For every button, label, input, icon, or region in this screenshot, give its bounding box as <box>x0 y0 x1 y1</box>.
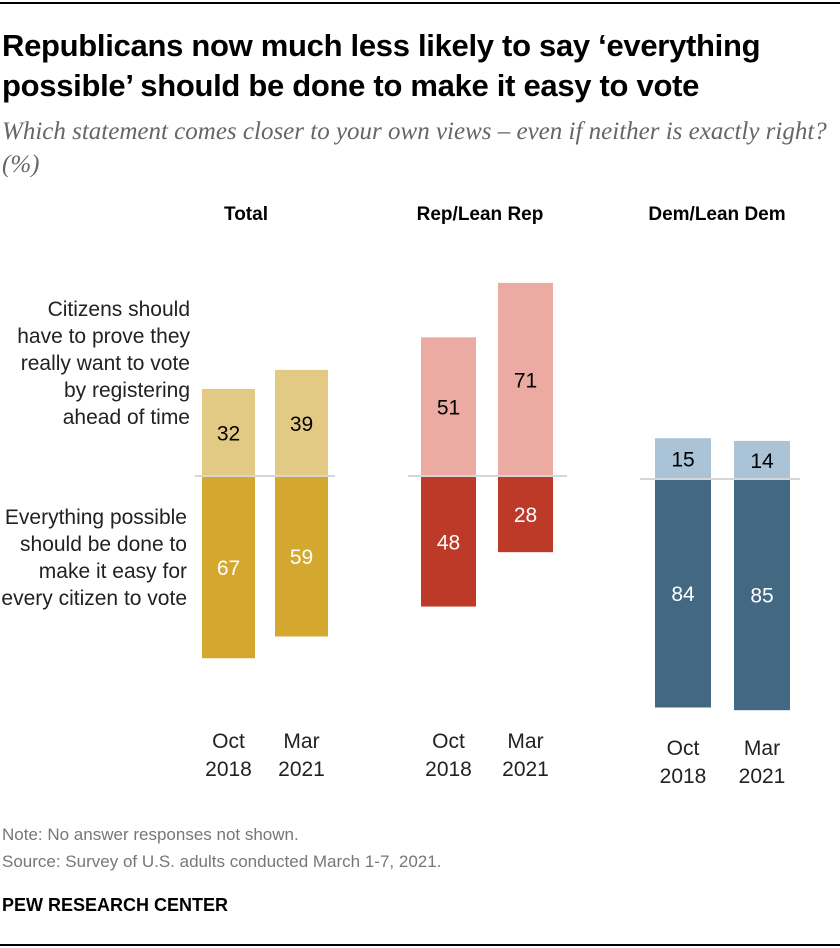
bar-lower <box>655 479 711 708</box>
bar-upper <box>734 440 790 479</box>
bar-upper <box>421 337 476 476</box>
data-label-lower: 67 <box>217 557 240 580</box>
bar-upper <box>202 388 255 476</box>
bar-lower <box>421 476 476 607</box>
data-label-lower: 59 <box>290 546 313 569</box>
category-label: 2021 <box>502 758 549 781</box>
category-label: Oct <box>432 730 465 753</box>
bar-lower <box>734 479 790 711</box>
category-label: 2021 <box>278 758 325 781</box>
data-label-upper: 71 <box>514 369 537 392</box>
legend-label-upper: Citizens should have to prove they reall… <box>17 298 190 429</box>
category-label: 2021 <box>739 765 786 788</box>
data-label-lower: 84 <box>671 583 695 606</box>
data-label-upper: 32 <box>217 422 240 445</box>
data-label-upper: 14 <box>750 450 774 473</box>
data-label-upper: 51 <box>437 397 460 420</box>
bottom-rule <box>0 944 840 946</box>
group-header: Rep/Lean Rep <box>417 204 544 225</box>
data-label-lower: 85 <box>750 585 773 608</box>
brand-logo: PEW RESEARCH CENTER <box>2 895 229 915</box>
chart-title: Republicans now much less likely to say … <box>2 28 761 103</box>
category-label: Mar <box>283 730 319 753</box>
top-rule <box>0 2 840 4</box>
legend-label-lower: Everything possible should be done to ma… <box>1 506 187 610</box>
bar-lower <box>202 476 255 659</box>
data-label-lower: 28 <box>514 504 537 527</box>
source: Source: Survey of U.S. adults conducted … <box>2 852 442 871</box>
category-label: Oct <box>212 730 245 753</box>
data-label-upper: 15 <box>671 449 694 472</box>
group-header: Dem/Lean Dem <box>648 204 785 225</box>
category-label: 2018 <box>425 758 472 781</box>
category-label: Mar <box>744 737 780 760</box>
data-label-lower: 48 <box>437 531 460 554</box>
category-label: Mar <box>507 730 543 753</box>
chart-subtitle: Which statement comes closer to your own… <box>2 118 827 178</box>
category-label: 2018 <box>660 765 707 788</box>
bar-lower <box>275 476 328 637</box>
bar-lower <box>498 476 553 553</box>
data-label-upper: 39 <box>290 413 313 436</box>
category-label: 2018 <box>205 758 252 781</box>
bar-upper <box>275 369 328 476</box>
group-header: Total <box>224 204 268 225</box>
bar-upper <box>498 282 553 476</box>
note: Note: No answer responses not shown. <box>2 825 299 844</box>
category-label: Oct <box>667 737 700 760</box>
bar-upper <box>655 438 711 479</box>
